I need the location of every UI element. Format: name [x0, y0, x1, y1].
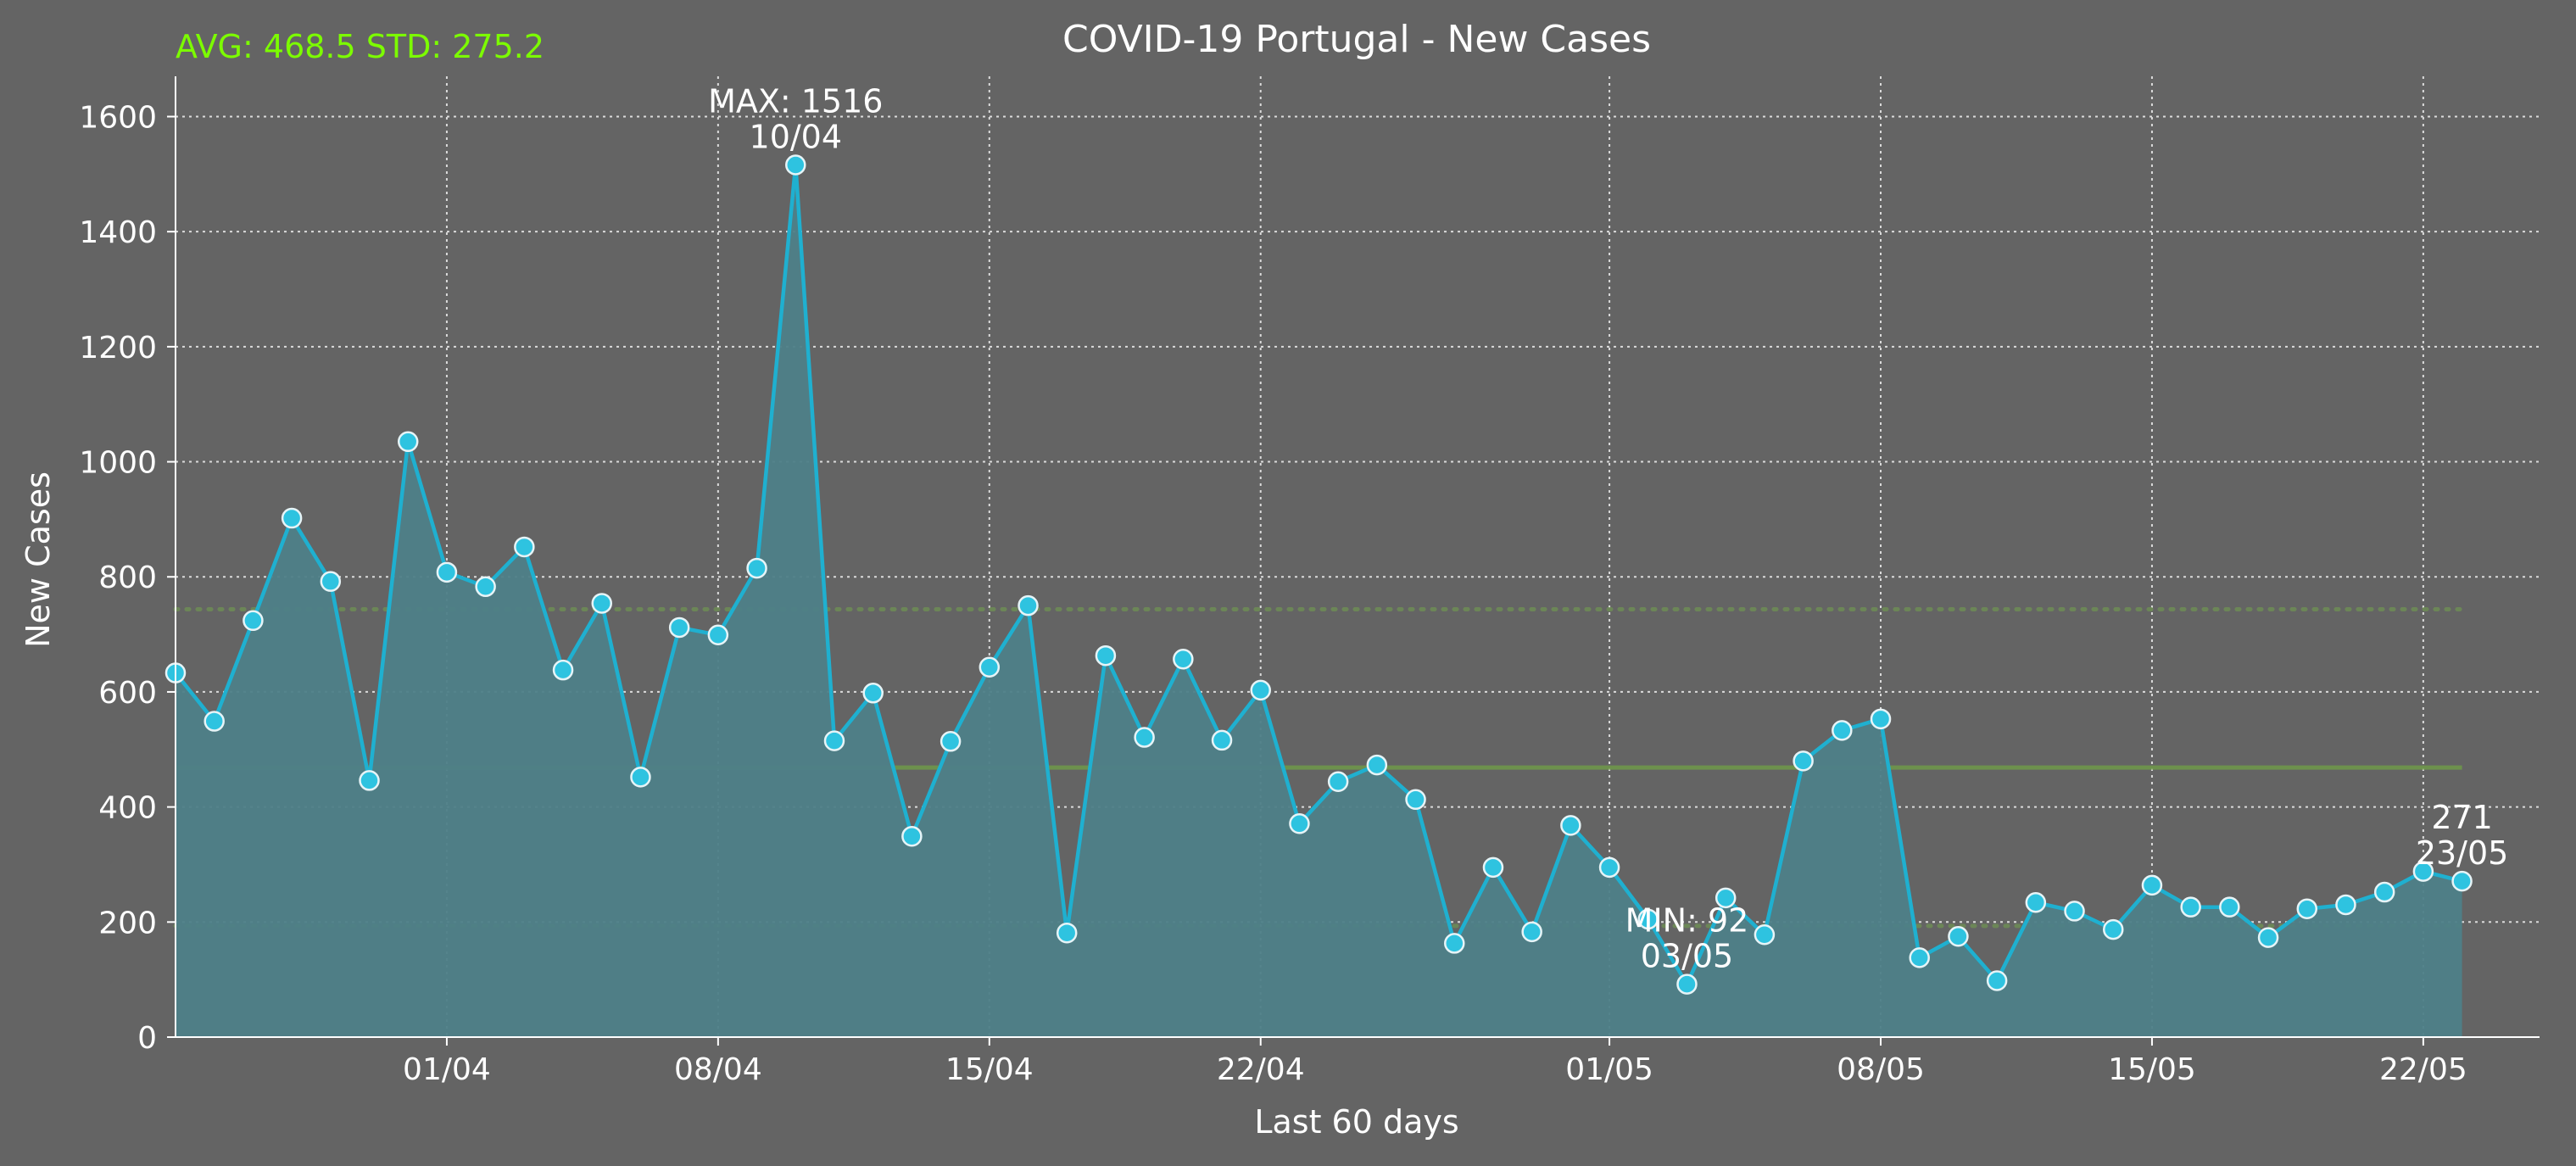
data-point — [552, 659, 574, 681]
x-axis-label: Last 60 days — [1254, 1103, 1458, 1141]
data-point — [1018, 594, 1039, 616]
data-point — [1327, 771, 1349, 793]
data-point — [1986, 970, 2008, 991]
x-tick-label: 08/05 — [1837, 1052, 1925, 1087]
data-point — [2025, 891, 2047, 913]
data-point — [281, 507, 303, 529]
data-point — [1366, 754, 1388, 776]
x-tick-label: 01/04 — [403, 1052, 491, 1087]
y-tick-label: 0 — [137, 1021, 157, 1056]
data-point — [1909, 947, 1930, 968]
x-tick-labels: 01/04 08/04 15/04 22/04 01/05 08/05 15/05 22/05 — [403, 1037, 2467, 1087]
data-point — [436, 561, 458, 583]
chart-title: COVID-19 Portugal - New Cases — [1062, 18, 1651, 61]
y-tick-labels: 0 200 400 600 800 1000 1200 1400 1600 — [79, 100, 176, 1056]
annotation-label: 271 — [2431, 799, 2493, 836]
data-point — [1870, 708, 1892, 730]
data-point — [243, 610, 264, 632]
data-point — [940, 731, 962, 752]
data-point — [2064, 901, 2085, 922]
data-point — [2257, 927, 2279, 948]
annotation-label: MIN: 92 — [1625, 902, 1749, 940]
area-fill-shape — [176, 165, 2462, 1037]
data-point — [1056, 922, 1078, 944]
x-tick-label: 01/05 — [1565, 1052, 1653, 1087]
x-tick-label: 22/05 — [2379, 1052, 2467, 1087]
annotation-date: 23/05 — [2416, 834, 2509, 872]
annotation-label: MAX: 1516 — [708, 82, 883, 120]
y-tick-label: 400 — [98, 791, 157, 826]
data-point — [359, 770, 380, 791]
data-point — [1444, 933, 1465, 954]
y-tick-label: 600 — [98, 676, 157, 711]
data-point — [1560, 815, 1581, 836]
data-point — [2141, 874, 2163, 896]
data-point — [862, 683, 884, 704]
data-point — [1482, 856, 1504, 879]
data-point — [1173, 649, 1194, 670]
data-point — [1405, 789, 1426, 811]
y-tick-label: 800 — [98, 561, 157, 595]
data-point — [1715, 887, 1737, 909]
x-tick-label: 08/04 — [674, 1052, 762, 1087]
area-fill — [176, 165, 2462, 1037]
data-point — [707, 624, 729, 646]
data-point — [1521, 921, 1542, 943]
data-point — [1637, 908, 1659, 930]
data-point — [1754, 923, 1776, 946]
data-point — [668, 616, 690, 639]
data-point — [1134, 727, 1155, 748]
data-point — [2412, 861, 2434, 882]
y-tick-label: 1600 — [79, 100, 157, 135]
data-point — [2296, 898, 2318, 919]
data-point — [2451, 870, 2473, 892]
data-point — [1948, 926, 1969, 947]
data-point — [514, 536, 535, 558]
data-point — [2180, 896, 2201, 918]
data-point — [1095, 644, 1117, 667]
axes — [175, 76, 2540, 1038]
data-points — [164, 154, 2473, 995]
data-point — [979, 656, 1001, 678]
annotation-date: 10/04 — [750, 118, 843, 155]
data-point — [1289, 813, 1310, 834]
stats-text: AVG: 468.5 STD: 275.2 — [176, 28, 544, 65]
data-point — [1250, 679, 1271, 701]
data-point — [1211, 729, 1233, 751]
data-point — [475, 576, 496, 598]
data-point — [204, 711, 225, 732]
y-tick-label: 1200 — [79, 331, 157, 365]
data-point — [746, 557, 767, 579]
data-point — [2219, 896, 2240, 918]
data-point — [2102, 918, 2124, 940]
data-point — [2335, 894, 2356, 916]
data-point — [320, 571, 342, 592]
y-tick-label: 1000 — [79, 446, 157, 481]
data-point — [630, 767, 651, 788]
y-tick-label: 200 — [98, 906, 157, 940]
data-point — [1676, 974, 1698, 995]
annotation-date: 03/05 — [1641, 938, 1734, 975]
data-point — [591, 593, 613, 614]
data-point — [2373, 881, 2395, 903]
x-tick-label: 15/04 — [945, 1052, 1034, 1087]
data-point — [785, 154, 806, 176]
data-point — [1793, 750, 1814, 772]
x-tick-label: 22/04 — [1217, 1052, 1305, 1087]
y-axis-label: New Cases — [20, 471, 57, 648]
data-point — [397, 431, 419, 453]
data-point — [823, 730, 845, 751]
data-point — [1832, 720, 1853, 741]
data-point — [1598, 856, 1620, 879]
x-tick-label: 15/05 — [2108, 1052, 2196, 1087]
y-tick-label: 1400 — [79, 215, 157, 250]
data-point — [901, 825, 923, 847]
